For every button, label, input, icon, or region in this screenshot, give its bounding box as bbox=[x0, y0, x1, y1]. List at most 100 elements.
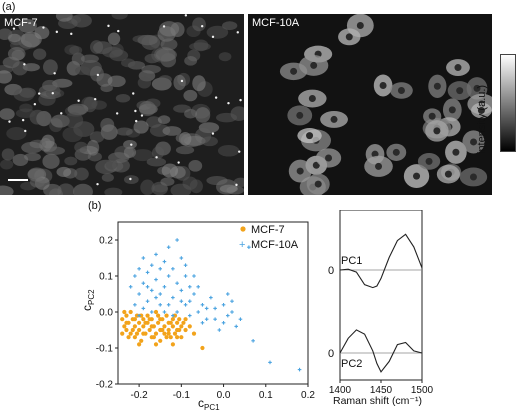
bright-spot bbox=[238, 150, 241, 153]
cell-nucleus bbox=[308, 95, 316, 103]
scatter-point-mcf7 bbox=[141, 324, 146, 329]
scatter-point-mcf7 bbox=[170, 342, 175, 347]
scatter-point-mcf7 bbox=[153, 342, 159, 347]
cell-blob bbox=[67, 103, 89, 116]
scatter-legend: MCF-7 + MCF-10A bbox=[239, 224, 299, 251]
cell-nucleus bbox=[456, 87, 464, 95]
cell-nucleus bbox=[477, 106, 485, 114]
cell-blob bbox=[216, 112, 238, 123]
bright-spot bbox=[140, 114, 144, 117]
bright-spot bbox=[60, 112, 63, 115]
cell-nucleus bbox=[413, 172, 421, 180]
spectra-plot: 0 PC1 0 PC2 1400 1450 1500 Raman shift (cm⁻¹) bbox=[328, 210, 434, 407]
cell-blob bbox=[170, 22, 185, 38]
scatter-point-mcf10a bbox=[145, 285, 150, 289]
scatter-point-mcf10a bbox=[213, 317, 217, 321]
cell-nucleus bbox=[330, 115, 338, 123]
scatter-point-mcf10a bbox=[251, 339, 255, 343]
scatter-point-mcf7 bbox=[153, 309, 159, 315]
spectrum-label-pc2: PC2 bbox=[341, 358, 362, 370]
cell-blob bbox=[107, 32, 121, 46]
bright-spot bbox=[70, 32, 73, 36]
scatter-ytick-label: 0.1 bbox=[99, 272, 113, 283]
scatter-ytick-label: -0.2 bbox=[96, 380, 114, 391]
scatter-ylabel-sub: PC2 bbox=[87, 289, 96, 305]
cell-nucleus bbox=[375, 162, 383, 170]
scatter-ylabel: cPC2 bbox=[80, 289, 96, 311]
scatter-point-mcf10a bbox=[154, 277, 158, 282]
cell-nucleus bbox=[454, 64, 462, 72]
scatter-point-mcf7 bbox=[170, 324, 175, 329]
cell-blob bbox=[24, 152, 41, 162]
bright-spot bbox=[200, 25, 204, 28]
cell-nucleus bbox=[433, 127, 441, 135]
scatter-point-mcf7 bbox=[130, 327, 135, 333]
cell-blob bbox=[0, 159, 14, 170]
scatter-point-mcf7 bbox=[177, 317, 182, 322]
scatter-point-mcf7 bbox=[122, 324, 127, 329]
bright-spot bbox=[155, 156, 158, 159]
scatter-point-mcf10a bbox=[192, 292, 196, 296]
scatter-point-mcf10a bbox=[221, 321, 226, 325]
scatter-point-mcf10a bbox=[171, 267, 175, 271]
scatter-point-mcf10a bbox=[234, 324, 239, 329]
cell-blob bbox=[154, 47, 176, 62]
scatter-point-mcf10a bbox=[247, 245, 251, 249]
cell-blob bbox=[1, 148, 15, 161]
cell-nucleus bbox=[448, 106, 456, 114]
cell-blob bbox=[146, 157, 167, 167]
cell-blob bbox=[137, 76, 152, 89]
cell-nucleus bbox=[392, 148, 400, 156]
scatter-point-mcf7 bbox=[153, 331, 159, 336]
bright-spot bbox=[211, 132, 215, 135]
scatter-point-mcf7 bbox=[168, 320, 173, 325]
scatter-xtick-label: 0.0 bbox=[217, 390, 231, 401]
scatter-point-mcf10a bbox=[175, 281, 179, 285]
bright-spot bbox=[53, 72, 56, 75]
cell-blob bbox=[217, 144, 240, 157]
panel-b-label: (b) bbox=[88, 200, 102, 212]
legend-mcf7-label: MCF-7 bbox=[251, 224, 285, 236]
scatter-point-mcf10a bbox=[187, 313, 192, 318]
scatter-point-mcf7 bbox=[151, 335, 156, 340]
cell-blob bbox=[222, 21, 238, 31]
scatter-point-mcf10a bbox=[128, 285, 133, 289]
scatter-xtick-label: -0.1 bbox=[173, 390, 191, 401]
cell-blob bbox=[69, 45, 83, 55]
bright-spot bbox=[55, 30, 59, 34]
scatter-point-mcf10a bbox=[141, 281, 146, 285]
bright-spot bbox=[236, 31, 239, 34]
scatter-point-mcf7 bbox=[134, 313, 140, 318]
bright-spot bbox=[235, 183, 238, 187]
scatter-point-mcf7 bbox=[122, 309, 127, 315]
scatter-xlabel: cPC1 bbox=[198, 396, 220, 412]
cell-blob bbox=[13, 88, 35, 102]
legend-mcf7-marker bbox=[240, 226, 246, 232]
scatter-point-mcf10a bbox=[183, 263, 188, 267]
bright-spot bbox=[23, 63, 26, 66]
cell-nucleus bbox=[444, 170, 452, 178]
scatter-point-mcf10a bbox=[175, 310, 179, 314]
cell-blob bbox=[170, 183, 192, 195]
scatter-point-mcf10a bbox=[158, 303, 163, 307]
scatter-ytick-label: -0.1 bbox=[96, 344, 114, 355]
cell-blob bbox=[105, 158, 118, 170]
cell-blob bbox=[56, 166, 72, 177]
panel-b-charts: -0.2 -0.1 0.0 0.1 0.2 -0.2 -0.1 0.0 0.1 0.2 MCF-7… bbox=[80, 210, 434, 412]
cell-blob bbox=[162, 126, 182, 136]
cell-blob bbox=[101, 173, 114, 182]
scatter-point-mcf10a bbox=[137, 267, 141, 271]
scatter-point-mcf7 bbox=[179, 324, 184, 329]
scatter-xlabel-sub: PC1 bbox=[204, 403, 220, 412]
spectra-content: 0 PC1 0 PC2 1400 1450 1500 bbox=[328, 233, 434, 396]
scatter-point-mcf7 bbox=[139, 338, 144, 343]
cell-blob bbox=[188, 160, 203, 172]
spectrum-label-pc1: PC1 bbox=[341, 255, 362, 267]
cell-nucleus bbox=[314, 180, 322, 188]
scatter-point-mcf10a bbox=[221, 303, 226, 307]
scatter-point-mcf10a bbox=[137, 313, 141, 318]
cell-nucleus bbox=[306, 132, 314, 140]
scatter-point-mcf10a bbox=[162, 285, 167, 289]
cell-blob bbox=[33, 48, 47, 60]
scatter-point-mcf10a bbox=[238, 317, 243, 321]
